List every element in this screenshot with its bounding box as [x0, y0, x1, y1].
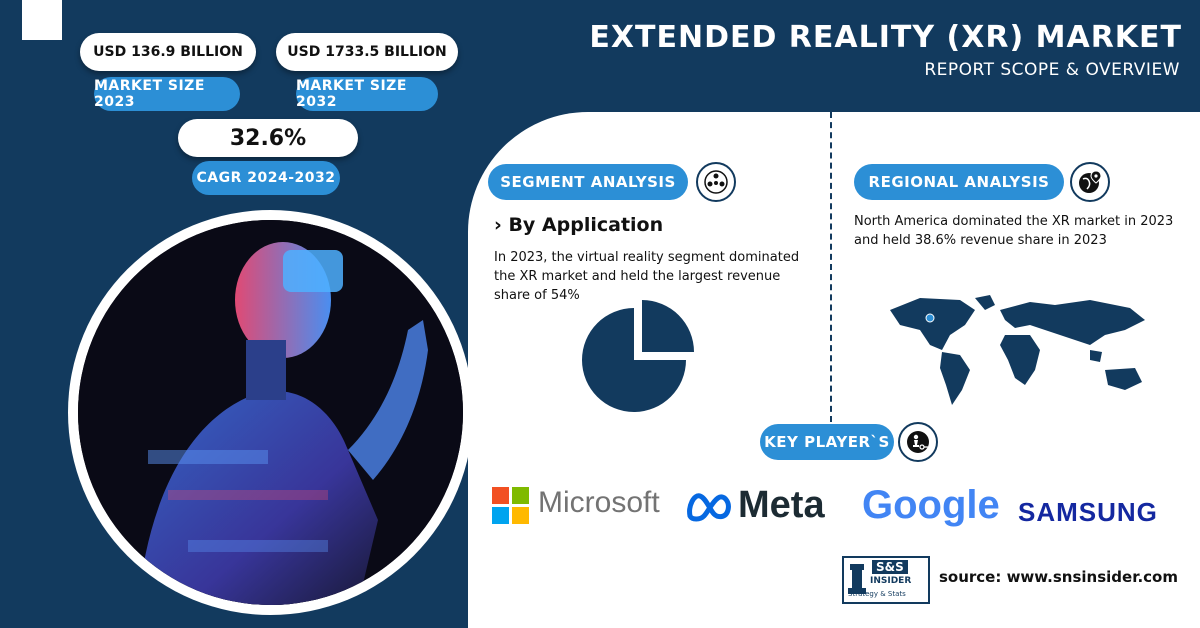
source-text: source: www.snsinsider.com — [938, 568, 1178, 586]
market-size-2023-label: MARKET SIZE 2023 — [94, 77, 240, 111]
brand-line2: INSIDER — [870, 576, 912, 586]
page-subtitle: REPORT SCOPE & OVERVIEW — [924, 60, 1180, 80]
market-size-2032-label: MARKET SIZE 2032 — [296, 77, 438, 111]
samsung-logo-text: SAMSUNG — [1018, 497, 1158, 527]
chess-pawn-key-icon — [898, 422, 938, 462]
google-logo-text: Google — [862, 483, 1000, 527]
regional-analysis-heading: REGIONAL ANALYSIS — [854, 164, 1064, 200]
market-size-2032-value: USD 1733.5 BILLION — [276, 33, 458, 71]
segment-subheading: › By Application — [494, 214, 664, 236]
chess-tower-icon — [848, 564, 866, 594]
brand-logo: S&S INSIDER Strategy & Stats — [842, 556, 930, 604]
market-size-2023-value: USD 136.9 BILLION — [80, 33, 256, 71]
regional-description: North America dominated the XR market in… — [854, 214, 1174, 248]
meta-logo-text: Meta — [738, 484, 825, 526]
brand-line1: S&S — [872, 560, 908, 574]
segment-description: In 2023, the virtual reality segment dom… — [494, 250, 800, 303]
vr-user-photo — [78, 220, 463, 605]
cagr-label: CAGR 2024-2032 — [192, 161, 340, 195]
people-network-icon — [696, 162, 736, 202]
world-map — [890, 295, 1145, 405]
segment-analysis-heading: SEGMENT ANALYSIS — [488, 164, 688, 200]
pie-slice-other — [642, 300, 694, 352]
corner-accent — [22, 0, 62, 40]
page-title: EXTENDED REALITY (XR) MARKET — [589, 20, 1182, 55]
brand-tagline: Strategy & Stats — [848, 590, 906, 598]
microsoft-logo-text: Microsoft — [538, 486, 660, 519]
segment-pie-chart — [582, 300, 694, 412]
vr-user-illustration — [78, 220, 463, 605]
pie-slice-main — [582, 308, 686, 412]
cagr-value: 32.6% — [178, 119, 358, 157]
microsoft-logo-icon — [492, 487, 529, 524]
panel-divider — [830, 112, 832, 422]
meta-logo-icon — [687, 493, 731, 522]
key-players-heading: KEY PLAYER`S — [760, 424, 894, 460]
globe-pin-icon — [1070, 162, 1110, 202]
